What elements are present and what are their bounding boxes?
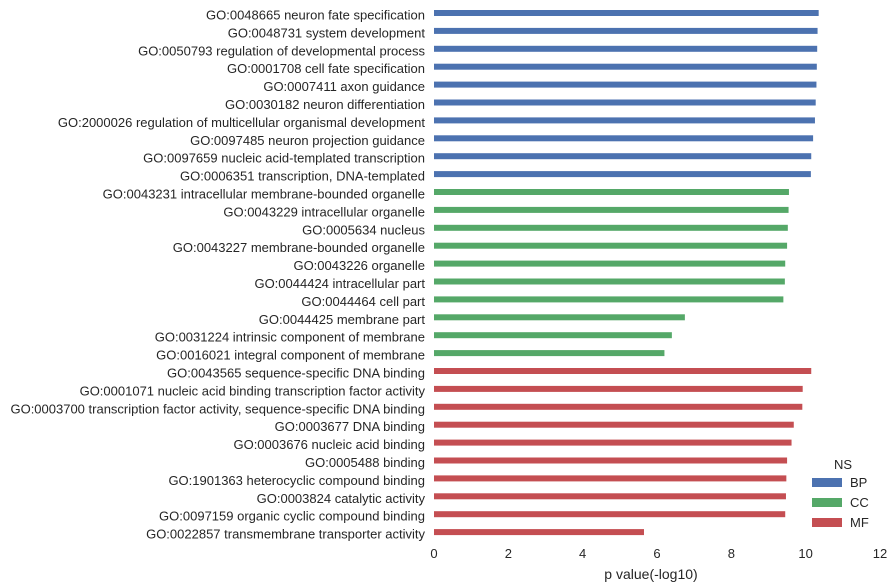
bar <box>434 385 803 392</box>
bar <box>434 332 672 339</box>
bar <box>434 45 818 52</box>
legend-items: BP CC MF <box>812 475 869 530</box>
bar <box>434 81 817 88</box>
category-label: GO:0097659 nucleic acid-templated transc… <box>143 151 425 166</box>
category-label: GO:0001708 cell fate specification <box>227 61 425 76</box>
legend-label: BP <box>850 475 867 490</box>
category-label: GO:0031224 intrinsic component of membra… <box>155 330 425 345</box>
bar <box>434 314 685 321</box>
bar <box>434 421 794 428</box>
category-label: GO:0097485 neuron projection guidance <box>190 133 425 148</box>
bar <box>434 224 788 231</box>
category-label: GO:0043565 sequence-specific DNA binding <box>167 366 425 381</box>
legend-swatch <box>812 518 842 527</box>
x-tick-label: 12 <box>873 546 887 561</box>
category-label: GO:0030182 neuron differentiation <box>225 97 425 112</box>
bar <box>434 189 789 195</box>
category-label: GO:2000026 regulation of multicellular o… <box>58 115 425 130</box>
legend-title: NS <box>834 457 852 472</box>
legend-swatch <box>812 478 842 487</box>
category-label: GO:0022857 transmembrane transporter act… <box>146 527 425 542</box>
x-tick-label: 4 <box>579 546 586 561</box>
category-label: GO:0044464 cell part <box>301 294 425 309</box>
bar <box>434 171 811 178</box>
bar <box>434 63 817 70</box>
category-label: GO:0007411 axon guidance <box>263 79 425 94</box>
bar <box>434 511 786 518</box>
bar <box>434 99 816 106</box>
bar <box>434 493 786 500</box>
bar <box>434 475 787 482</box>
category-label: GO:0006351 transcription, DNA-templated <box>180 169 425 184</box>
legend: NS BP CC MF <box>812 457 869 530</box>
category-labels: GO:0048665 neuron fate specification GO:0… <box>10 8 425 542</box>
bar <box>434 260 786 267</box>
x-tick-label: 8 <box>728 546 735 561</box>
x-tick-label: 6 <box>653 546 660 561</box>
bar <box>434 439 792 446</box>
bar <box>434 529 644 536</box>
legend-label: CC <box>850 495 869 510</box>
category-label: GO:0044425 membrane part <box>259 312 426 327</box>
category-label: GO:1901363 heterocyclic compound binding <box>168 473 425 488</box>
category-label: GO:0003676 nucleic acid binding <box>233 437 425 452</box>
category-label: GO:0043229 intracellular organelle <box>223 204 425 219</box>
category-label: GO:0003700 transcription factor activity… <box>10 401 425 416</box>
legend-swatch <box>812 498 842 507</box>
category-label: GO:0001071 nucleic acid binding transcri… <box>80 383 426 398</box>
bar <box>434 350 665 357</box>
bar <box>434 457 788 464</box>
bars <box>434 10 819 536</box>
category-label: GO:0050793 regulation of developmental p… <box>138 43 425 58</box>
category-label: GO:0016021 integral component of membran… <box>156 348 425 363</box>
bar <box>434 206 789 213</box>
legend-label: MF <box>850 515 869 530</box>
category-label: GO:0003824 catalytic activity <box>257 491 426 506</box>
category-label: GO:0044424 intracellular part <box>254 276 425 291</box>
x-axis-title: p value(-log10) <box>604 566 697 582</box>
x-tick-label: 10 <box>798 546 812 561</box>
category-label: GO:0005634 nucleus <box>302 222 425 237</box>
bar <box>434 296 784 303</box>
bar <box>434 242 788 249</box>
category-label: GO:0048731 system development <box>228 25 426 40</box>
bar <box>434 153 812 160</box>
bar <box>434 135 814 142</box>
bar <box>434 403 803 410</box>
bar <box>434 117 815 124</box>
x-axis-ticks: 0 2 4 6 8 10 12 <box>430 546 887 561</box>
bar <box>434 10 819 16</box>
x-tick-label: 2 <box>505 546 512 561</box>
category-label: GO:0043231 intracellular membrane-bounde… <box>103 187 425 202</box>
bar <box>434 278 785 285</box>
category-label: GO:0003677 DNA binding <box>275 419 425 434</box>
category-label: GO:0048665 neuron fate specification <box>206 8 425 23</box>
bar <box>434 368 812 374</box>
bar <box>434 27 818 34</box>
category-label: GO:0043227 membrane-bounded organelle <box>173 240 425 255</box>
category-label: GO:0005488 binding <box>305 455 425 470</box>
x-tick-label: 0 <box>430 546 437 561</box>
category-label: GO:0097159 organic cyclic compound bindi… <box>159 509 425 524</box>
category-label: GO:0043226 organelle <box>293 258 425 273</box>
